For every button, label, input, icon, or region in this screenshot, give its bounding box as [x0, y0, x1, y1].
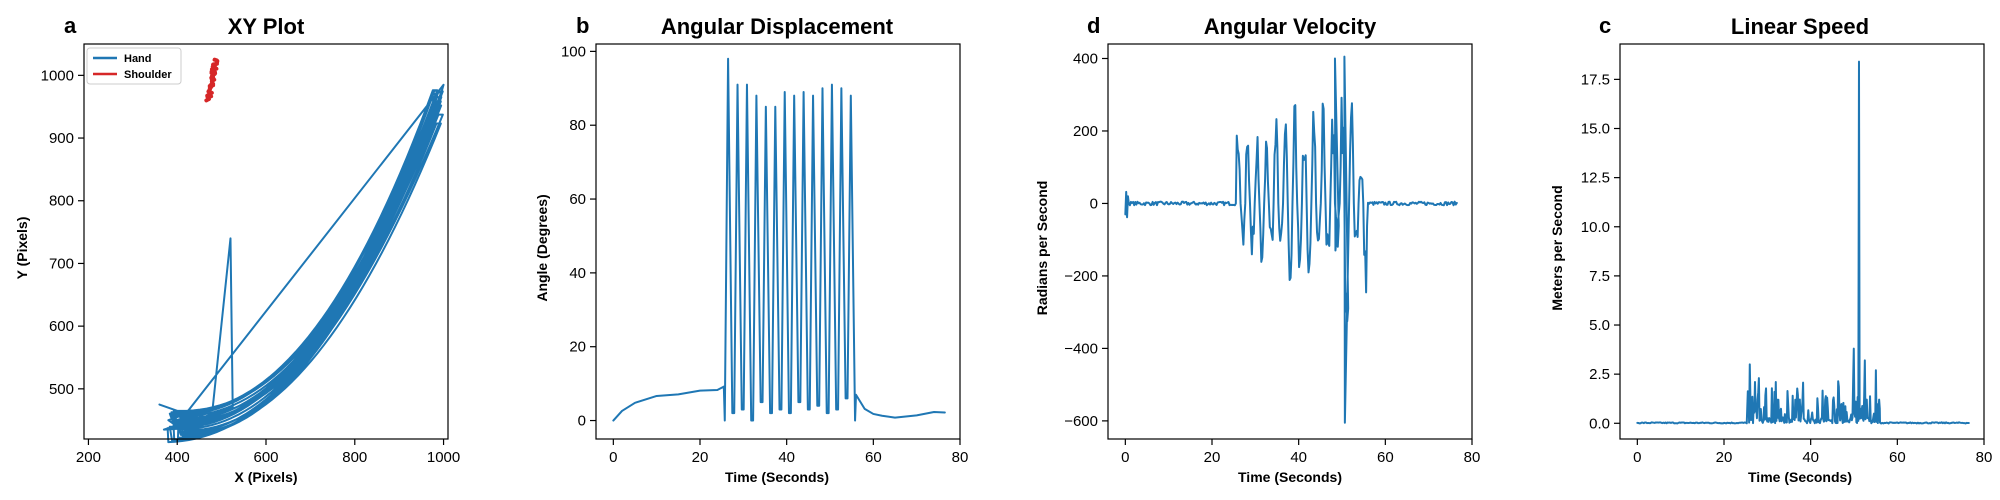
x-tick-label-angdisp: 40	[778, 449, 795, 466]
x-tick-label-linspeed: 40	[1802, 449, 1819, 466]
x-tick-label-linspeed: 20	[1716, 449, 1733, 466]
series-line-angle	[612, 57, 946, 422]
y-tick-label-angdisp: 60	[569, 191, 586, 208]
y-tick-label-angvel: −600	[1064, 413, 1098, 430]
x-tick-label-xy: 200	[76, 449, 101, 466]
x-tick-label-xy: 400	[165, 449, 190, 466]
y-tick-label-linspeed: 17.5	[1581, 71, 1610, 88]
x-axis-label-angular-displacement: Time (Seconds)	[725, 469, 829, 485]
y-axis-label-angular-displacement: Angle (Degrees)	[534, 194, 550, 301]
plot-frame-angdisp	[595, 43, 961, 440]
panel-letter-c: c	[1599, 13, 1611, 38]
series-line-hand	[158, 83, 445, 444]
x-tick-label-linspeed: 80	[1976, 449, 1993, 466]
x-tick-label-angdisp: 80	[952, 449, 969, 466]
y-tick-label-angvel: −400	[1064, 340, 1098, 357]
y-axis-label-xy-plot: Y (Pixels)	[14, 217, 30, 280]
y-tick-label-angdisp: 100	[561, 43, 586, 60]
chart-title-xy-plot: XY Plot	[228, 14, 305, 39]
x-axis-label-linear-speed: Time (Seconds)	[1748, 469, 1852, 485]
series-line-shoulder	[204, 57, 220, 103]
series-line-velocity	[1124, 55, 1458, 424]
y-tick-label-angdisp: 0	[578, 413, 586, 430]
plot-frame-angvel	[1107, 43, 1473, 440]
y-tick-label-xy: 700	[49, 255, 74, 272]
panel-letter-b: b	[576, 13, 589, 38]
y-tick-label-linspeed: 15.0	[1581, 121, 1610, 138]
y-tick-label-angdisp: 20	[569, 339, 586, 356]
y-tick-label-xy: 1000	[41, 67, 74, 84]
panel-linear-speed: c Linear Speed Time (Seconds) Meters per…	[1549, 13, 1869, 485]
x-tick-label-angvel: 60	[1377, 449, 1394, 466]
x-tick-label-angdisp: 60	[865, 449, 882, 466]
panel-letter-d: d	[1087, 13, 1100, 38]
x-tick-label-linspeed: 60	[1889, 449, 1906, 466]
legend-label-hand: Hand	[124, 53, 152, 65]
y-tick-label-xy: 500	[49, 381, 74, 398]
x-tick-label-angvel: 20	[1204, 449, 1221, 466]
y-tick-label-angvel: 0	[1090, 195, 1098, 212]
y-tick-label-angvel: 200	[1073, 123, 1098, 140]
x-tick-label-angvel: 40	[1290, 449, 1307, 466]
x-tick-label-angvel: 80	[1464, 449, 1481, 466]
y-tick-label-angdisp: 40	[569, 265, 586, 282]
x-tick-label-linspeed: 0	[1633, 449, 1641, 466]
chart-title-linear-speed: Linear Speed	[1731, 14, 1869, 39]
panel-angular-velocity: d Angular Velocity Time (Seconds) Radian…	[1034, 13, 1377, 485]
y-tick-label-linspeed: 10.0	[1581, 219, 1610, 236]
chart-title-angular-displacement: Angular Displacement	[661, 14, 894, 39]
y-tick-label-linspeed: 0.0	[1589, 415, 1610, 432]
x-tick-label-angdisp: 0	[609, 449, 617, 466]
x-tick-label-xy: 800	[342, 449, 367, 466]
y-tick-label-angvel: 400	[1073, 50, 1098, 67]
panel-xy-plot: a XY Plot X (Pixels) Y (Pixels)	[14, 13, 305, 485]
y-tick-label-linspeed: 2.5	[1589, 366, 1610, 383]
y-axis-label-angular-velocity: Radians per Second	[1034, 181, 1050, 316]
x-tick-label-xy: 600	[253, 449, 278, 466]
plot-frame-linspeed	[1619, 43, 1985, 440]
y-axis-label-linear-speed: Meters per Second	[1549, 185, 1565, 310]
y-tick-label-xy: 800	[49, 193, 74, 210]
x-axis-label-xy-plot: X (Pixels)	[234, 469, 297, 485]
series-line-speed	[1636, 60, 1970, 425]
panel-letter-a: a	[64, 13, 77, 38]
y-tick-label-angdisp: 80	[569, 117, 586, 134]
x-tick-label-angvel: 0	[1121, 449, 1129, 466]
y-tick-label-xy: 600	[49, 318, 74, 335]
x-tick-label-angdisp: 20	[692, 449, 709, 466]
x-axis-label-angular-velocity: Time (Seconds)	[1238, 469, 1342, 485]
legend-xy-plot: Hand Shoulder	[86, 47, 182, 85]
y-tick-label-angvel: −200	[1064, 268, 1098, 285]
y-tick-label-linspeed: 12.5	[1581, 170, 1610, 187]
legend-label-shoulder: Shoulder	[124, 69, 172, 81]
y-tick-label-linspeed: 7.5	[1589, 268, 1610, 285]
panel-angular-displacement: b Angular Displacement Time (Seconds) An…	[534, 13, 894, 485]
chart-title-angular-velocity: Angular Velocity	[1204, 14, 1377, 39]
x-tick-label-xy: 1000	[427, 449, 460, 466]
y-tick-label-linspeed: 5.0	[1589, 317, 1610, 334]
y-tick-label-xy: 900	[49, 130, 74, 147]
